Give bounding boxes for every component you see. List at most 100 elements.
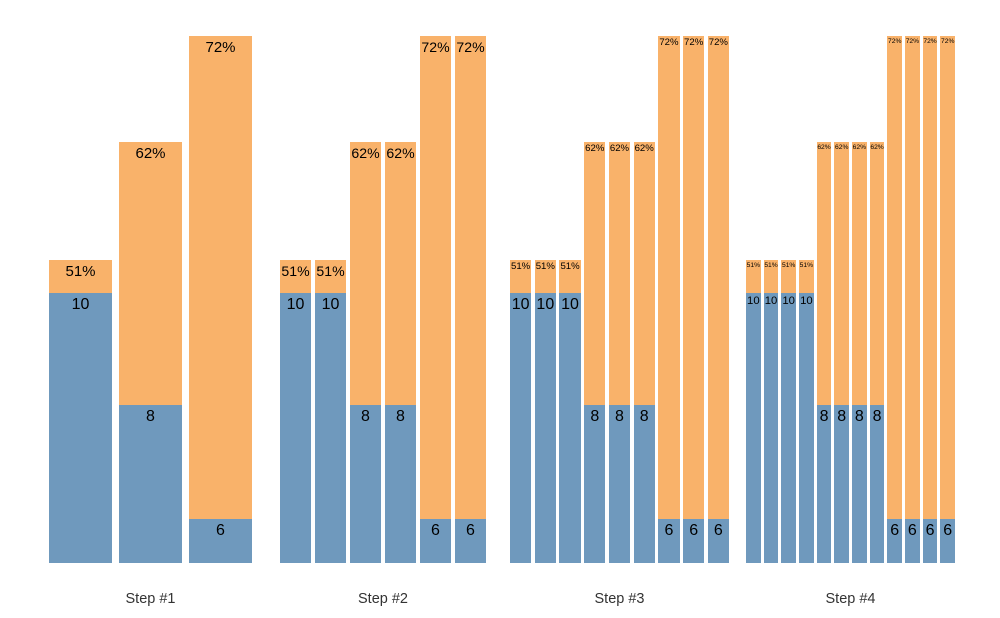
count-label: 8 (639, 407, 649, 425)
bar-segment-count: 8 (869, 405, 885, 563)
bar-segment-percent: 51% (280, 260, 311, 293)
count-label: 6 (689, 521, 699, 539)
count-label: 6 (431, 521, 440, 539)
bar: 62% 8 (852, 142, 867, 563)
count-label: 10 (561, 295, 579, 313)
percent-label: 51% (799, 261, 814, 269)
bar-segment-percent: 51% (746, 260, 761, 293)
percent-label: 62% (817, 143, 831, 151)
count-label: 8 (854, 407, 864, 425)
percent-label: 62% (634, 143, 654, 155)
percent-label: 51% (746, 261, 761, 269)
bar-segment-count: 10 (280, 293, 311, 563)
step-label-2: Step #2 (358, 591, 408, 607)
bar-segment-percent: 62% (119, 142, 182, 405)
bar-segment-count: 10 (746, 293, 761, 563)
count-label: 10 (321, 295, 340, 313)
count-label: 6 (216, 521, 225, 539)
count-label: 8 (361, 407, 370, 425)
bar-segment-count: 6 (683, 519, 705, 563)
bar-segment-count: 6 (887, 519, 903, 563)
count-label: 10 (536, 295, 555, 313)
step-label-1: Step #1 (125, 591, 176, 607)
bar: 62% 8 (869, 142, 885, 563)
bar: 72% 6 (905, 36, 920, 563)
count-label: 6 (943, 521, 953, 539)
bar-segment-count: 6 (189, 519, 252, 563)
percent-label: 72% (684, 37, 704, 49)
bar: 51% 10 (799, 260, 814, 563)
bar: 51% 10 (280, 260, 311, 563)
percent-label: 72% (205, 38, 236, 56)
count-label: 8 (146, 407, 155, 425)
bar-segment-count: 6 (940, 519, 956, 563)
bar: 62% 8 (834, 142, 850, 563)
step-label-4: Step #4 (825, 591, 876, 607)
bar-segment-percent: 51% (559, 260, 581, 293)
bar-segment-count: 8 (633, 405, 655, 563)
bar-segment-percent: 51% (799, 260, 814, 293)
percent-label: 51% (560, 261, 580, 273)
bar-segment-percent: 51% (781, 260, 797, 293)
count-label: 10 (286, 295, 305, 313)
bar-segment-percent: 62% (350, 142, 381, 405)
bar-segment-percent: 62% (584, 142, 606, 405)
bar: 51% 10 (559, 260, 581, 563)
bar-segment-percent: 62% (816, 142, 832, 405)
bar-segment-percent: 72% (905, 36, 920, 519)
percent-label: 51% (535, 261, 555, 273)
bar-segment-percent: 51% (510, 260, 532, 293)
percent-label: 72% (923, 37, 937, 45)
percent-label: 62% (135, 144, 166, 162)
bar-segment-percent: 62% (834, 142, 850, 405)
bar-segment-count: 8 (350, 405, 381, 563)
count-label: 8 (837, 407, 847, 425)
bar-segment-percent: 72% (922, 36, 938, 519)
bar-segment-count: 8 (119, 405, 182, 563)
bar-segment-count: 10 (781, 293, 797, 563)
bar-segment-count: 10 (49, 293, 112, 563)
percent-label: 72% (421, 38, 450, 55)
percent-label: 62% (351, 144, 380, 161)
step-label-3: Step #3 (594, 591, 645, 607)
bar: 51% 10 (534, 260, 556, 563)
bar-segment-count: 6 (905, 519, 920, 563)
bar-segment-percent: 51% (49, 260, 112, 293)
bar: 62% 8 (350, 142, 381, 563)
bar: 72% 6 (420, 36, 451, 563)
bar: 72% 6 (658, 36, 680, 563)
percent-label: 51% (764, 261, 778, 269)
percent-label: 62% (386, 144, 415, 161)
bar: 72% 6 (940, 36, 956, 563)
bar: 72% 6 (887, 36, 903, 563)
percent-label: 62% (835, 143, 849, 151)
bar: 51% 10 (315, 260, 346, 563)
percent-label: 72% (941, 37, 955, 45)
bar-segment-count: 10 (799, 293, 814, 563)
bar-segment-percent: 72% (455, 36, 486, 519)
bar-segment-percent: 72% (189, 36, 252, 519)
count-label: 6 (907, 521, 917, 539)
bar: 62% 8 (385, 142, 416, 563)
bar-segment-count: 6 (420, 519, 451, 563)
bar-segment-count: 6 (658, 519, 680, 563)
bar-segment-percent: 62% (608, 142, 631, 405)
percent-label: 72% (888, 37, 902, 45)
count-label: 6 (664, 521, 674, 539)
count-label: 8 (819, 407, 829, 425)
count-label: 8 (396, 407, 405, 425)
bar: 72% 6 (189, 36, 252, 563)
bar-segment-count: 8 (584, 405, 606, 563)
bar: 72% 6 (455, 36, 486, 563)
count-label: 10 (764, 295, 778, 307)
bar-segment-count: 10 (763, 293, 779, 563)
count-label: 8 (615, 407, 624, 425)
percent-label: 51% (316, 262, 345, 279)
percent-label: 72% (905, 37, 920, 45)
percent-label: 62% (852, 143, 867, 151)
step-group-3: 51% 10 51% 10 51% 10 62% 8 62% 8 62% 8 72% 6 72% 6 72% 6 (510, 0, 729, 563)
bar: 51% 10 (781, 260, 797, 563)
bar: 62% 8 (816, 142, 832, 563)
count-label: 6 (925, 521, 935, 539)
